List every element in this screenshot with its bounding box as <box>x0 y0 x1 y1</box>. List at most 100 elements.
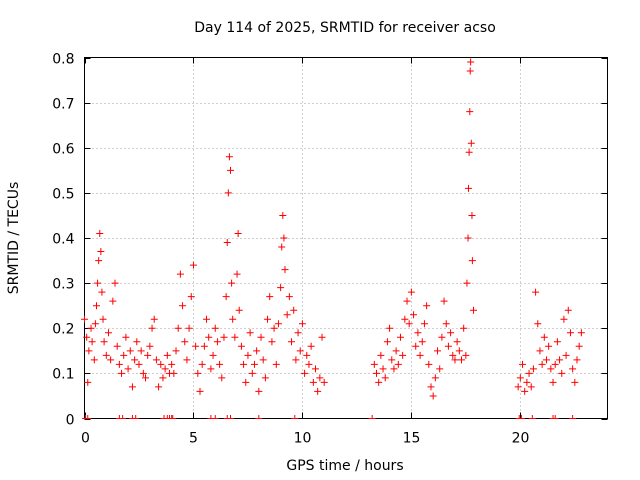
data-point <box>521 387 529 395</box>
data-point <box>207 365 215 373</box>
data-point <box>248 369 256 377</box>
data-point <box>142 374 150 382</box>
data-point <box>425 360 433 368</box>
y-tick-label: 0.8 <box>52 52 74 68</box>
data-point <box>229 315 237 323</box>
data-point <box>90 356 98 364</box>
data-point <box>370 360 378 368</box>
data-point <box>396 333 404 341</box>
data-point <box>566 329 574 337</box>
data-point-zero <box>169 415 177 419</box>
data-point <box>259 356 267 364</box>
data-point <box>462 351 470 359</box>
y-tick-label: 0.1 <box>52 367 74 383</box>
data-point <box>152 356 160 364</box>
chart-title: Day 114 of 2025, SRMTID for receiver acs… <box>194 20 496 36</box>
data-point <box>194 369 202 377</box>
data-point <box>118 369 126 377</box>
data-point <box>268 338 276 346</box>
data-point <box>405 320 413 328</box>
data-point <box>113 342 121 350</box>
data-point <box>84 378 92 386</box>
data-point-zero <box>119 415 127 419</box>
data-point <box>231 333 239 341</box>
data-point-zero <box>132 415 140 419</box>
chart-ticks <box>84 57 608 420</box>
data-point <box>170 369 178 377</box>
data-point <box>547 365 555 373</box>
data-point <box>375 378 383 386</box>
data-point <box>220 333 228 341</box>
data-point <box>200 342 208 350</box>
data-point <box>261 374 269 382</box>
data-point <box>564 306 572 314</box>
data-point <box>545 342 553 350</box>
data-point-zero <box>291 415 299 419</box>
data-point <box>467 139 475 147</box>
x-tick-labels: 0 5 10 15 20 <box>81 431 529 447</box>
data-point <box>179 302 187 310</box>
data-point <box>283 311 291 319</box>
data-point <box>98 288 106 296</box>
data-point <box>414 329 422 337</box>
data-point-zero <box>255 415 263 419</box>
data-point <box>534 320 542 328</box>
data-point <box>209 351 217 359</box>
data-point <box>172 347 180 355</box>
data-point <box>274 320 282 328</box>
data-point <box>255 387 263 395</box>
data-point <box>281 266 289 274</box>
data-point-zero <box>223 415 231 419</box>
data-point <box>102 351 110 359</box>
data-point <box>301 369 309 377</box>
data-point <box>211 324 219 332</box>
data-point <box>442 320 450 328</box>
data-point-zero <box>115 415 123 419</box>
x-tick-label: 10 <box>294 431 312 447</box>
data-point <box>294 329 302 337</box>
data-point <box>124 365 132 373</box>
data-point <box>386 324 394 332</box>
data-point <box>290 306 298 314</box>
data-point <box>305 360 313 368</box>
data-point <box>225 153 233 161</box>
data-point <box>388 356 396 364</box>
data-point <box>532 288 540 296</box>
data-points <box>81 58 585 419</box>
data-point <box>392 347 400 355</box>
data-point <box>244 351 252 359</box>
data-point <box>307 342 315 350</box>
data-point <box>412 342 420 350</box>
data-point <box>549 378 557 386</box>
data-point <box>99 315 107 323</box>
data-point <box>205 333 213 341</box>
data-point <box>573 356 581 364</box>
data-point <box>83 333 91 341</box>
data-point <box>233 270 241 278</box>
data-point <box>465 148 473 156</box>
y-tick-labels: 0 0.1 0.2 0.3 0.4 0.5 0.6 0.7 0.8 <box>52 52 74 429</box>
data-point <box>122 333 130 341</box>
data-point <box>192 342 200 350</box>
data-point <box>88 338 96 346</box>
y-tick-label: 0.2 <box>52 322 74 338</box>
data-point <box>401 315 409 323</box>
data-point <box>228 279 236 287</box>
data-point <box>95 257 103 265</box>
data-point <box>107 356 115 364</box>
data-point <box>525 369 533 377</box>
data-point <box>111 279 119 287</box>
data-point <box>157 360 165 368</box>
data-point <box>264 315 272 323</box>
data-point <box>163 351 171 359</box>
data-point <box>523 378 531 386</box>
data-point <box>440 297 448 305</box>
data-point-zero <box>528 415 536 419</box>
data-point <box>394 360 402 368</box>
data-point <box>128 383 136 391</box>
data-point <box>434 347 442 355</box>
data-point <box>390 365 398 373</box>
x-tick-label: 20 <box>512 431 530 447</box>
data-point <box>314 387 322 395</box>
data-point <box>296 347 304 355</box>
